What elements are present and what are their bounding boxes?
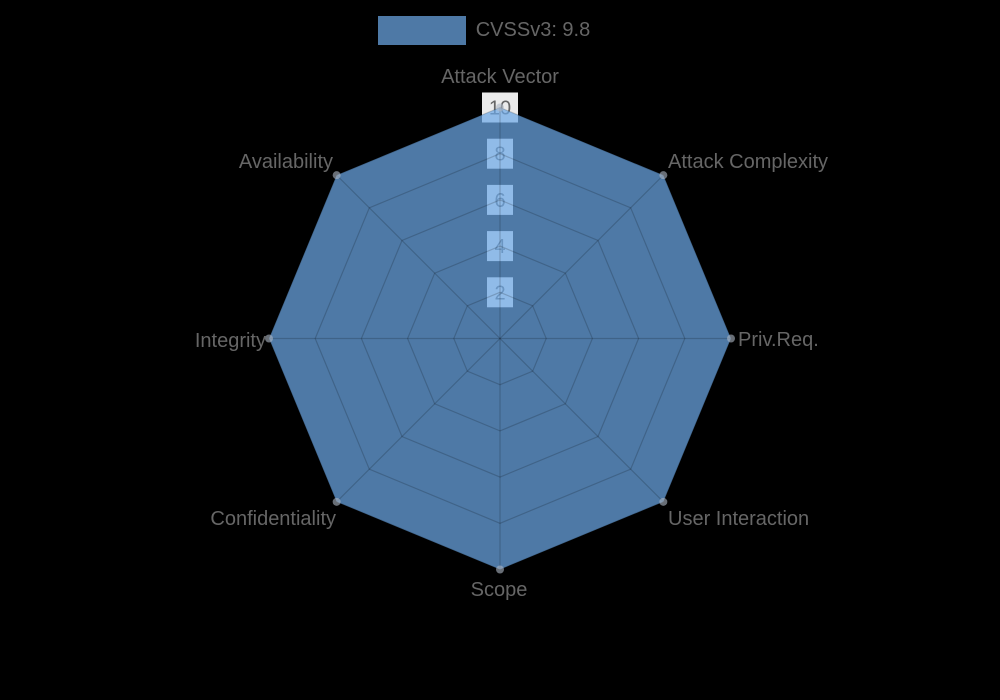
grid-ring	[360, 199, 640, 478]
data-point	[496, 103, 504, 112]
data-point	[496, 565, 504, 574]
grid-spoke	[499, 338, 664, 503]
axis-label-attack-complexity: Attack Complexity	[668, 151, 828, 173]
axis-label-confidentiality: Confidentiality	[210, 508, 336, 530]
data-point	[332, 171, 341, 180]
data-point	[659, 171, 668, 180]
axis-label-user-interaction: User Interaction	[668, 508, 809, 530]
radar-area	[269, 107, 731, 570]
grid-spoke	[336, 338, 501, 503]
axis-label-attack-vector: Attack Vector	[441, 66, 559, 88]
data-point	[332, 497, 341, 506]
data-point	[265, 334, 273, 343]
legend-swatch[interactable]	[377, 16, 466, 45]
grid-ring	[406, 245, 594, 432]
grid-ring	[453, 291, 547, 386]
axis-label-availability: Availability	[239, 151, 333, 173]
grid-spoke	[499, 174, 664, 339]
axis-label-priv-req-: Priv.Req.	[738, 329, 819, 351]
legend[interactable]: CVSSv3: 9.8	[0, 16, 984, 45]
axis-label-scope: Scope	[471, 579, 528, 601]
legend-label[interactable]: CVSSv3: 9.8	[475, 19, 591, 41]
data-point	[659, 497, 668, 506]
grid-ring	[314, 153, 686, 524]
grid-spoke	[336, 174, 501, 339]
data-point	[727, 334, 735, 343]
axis-label-integrity: Integrity	[195, 330, 266, 352]
